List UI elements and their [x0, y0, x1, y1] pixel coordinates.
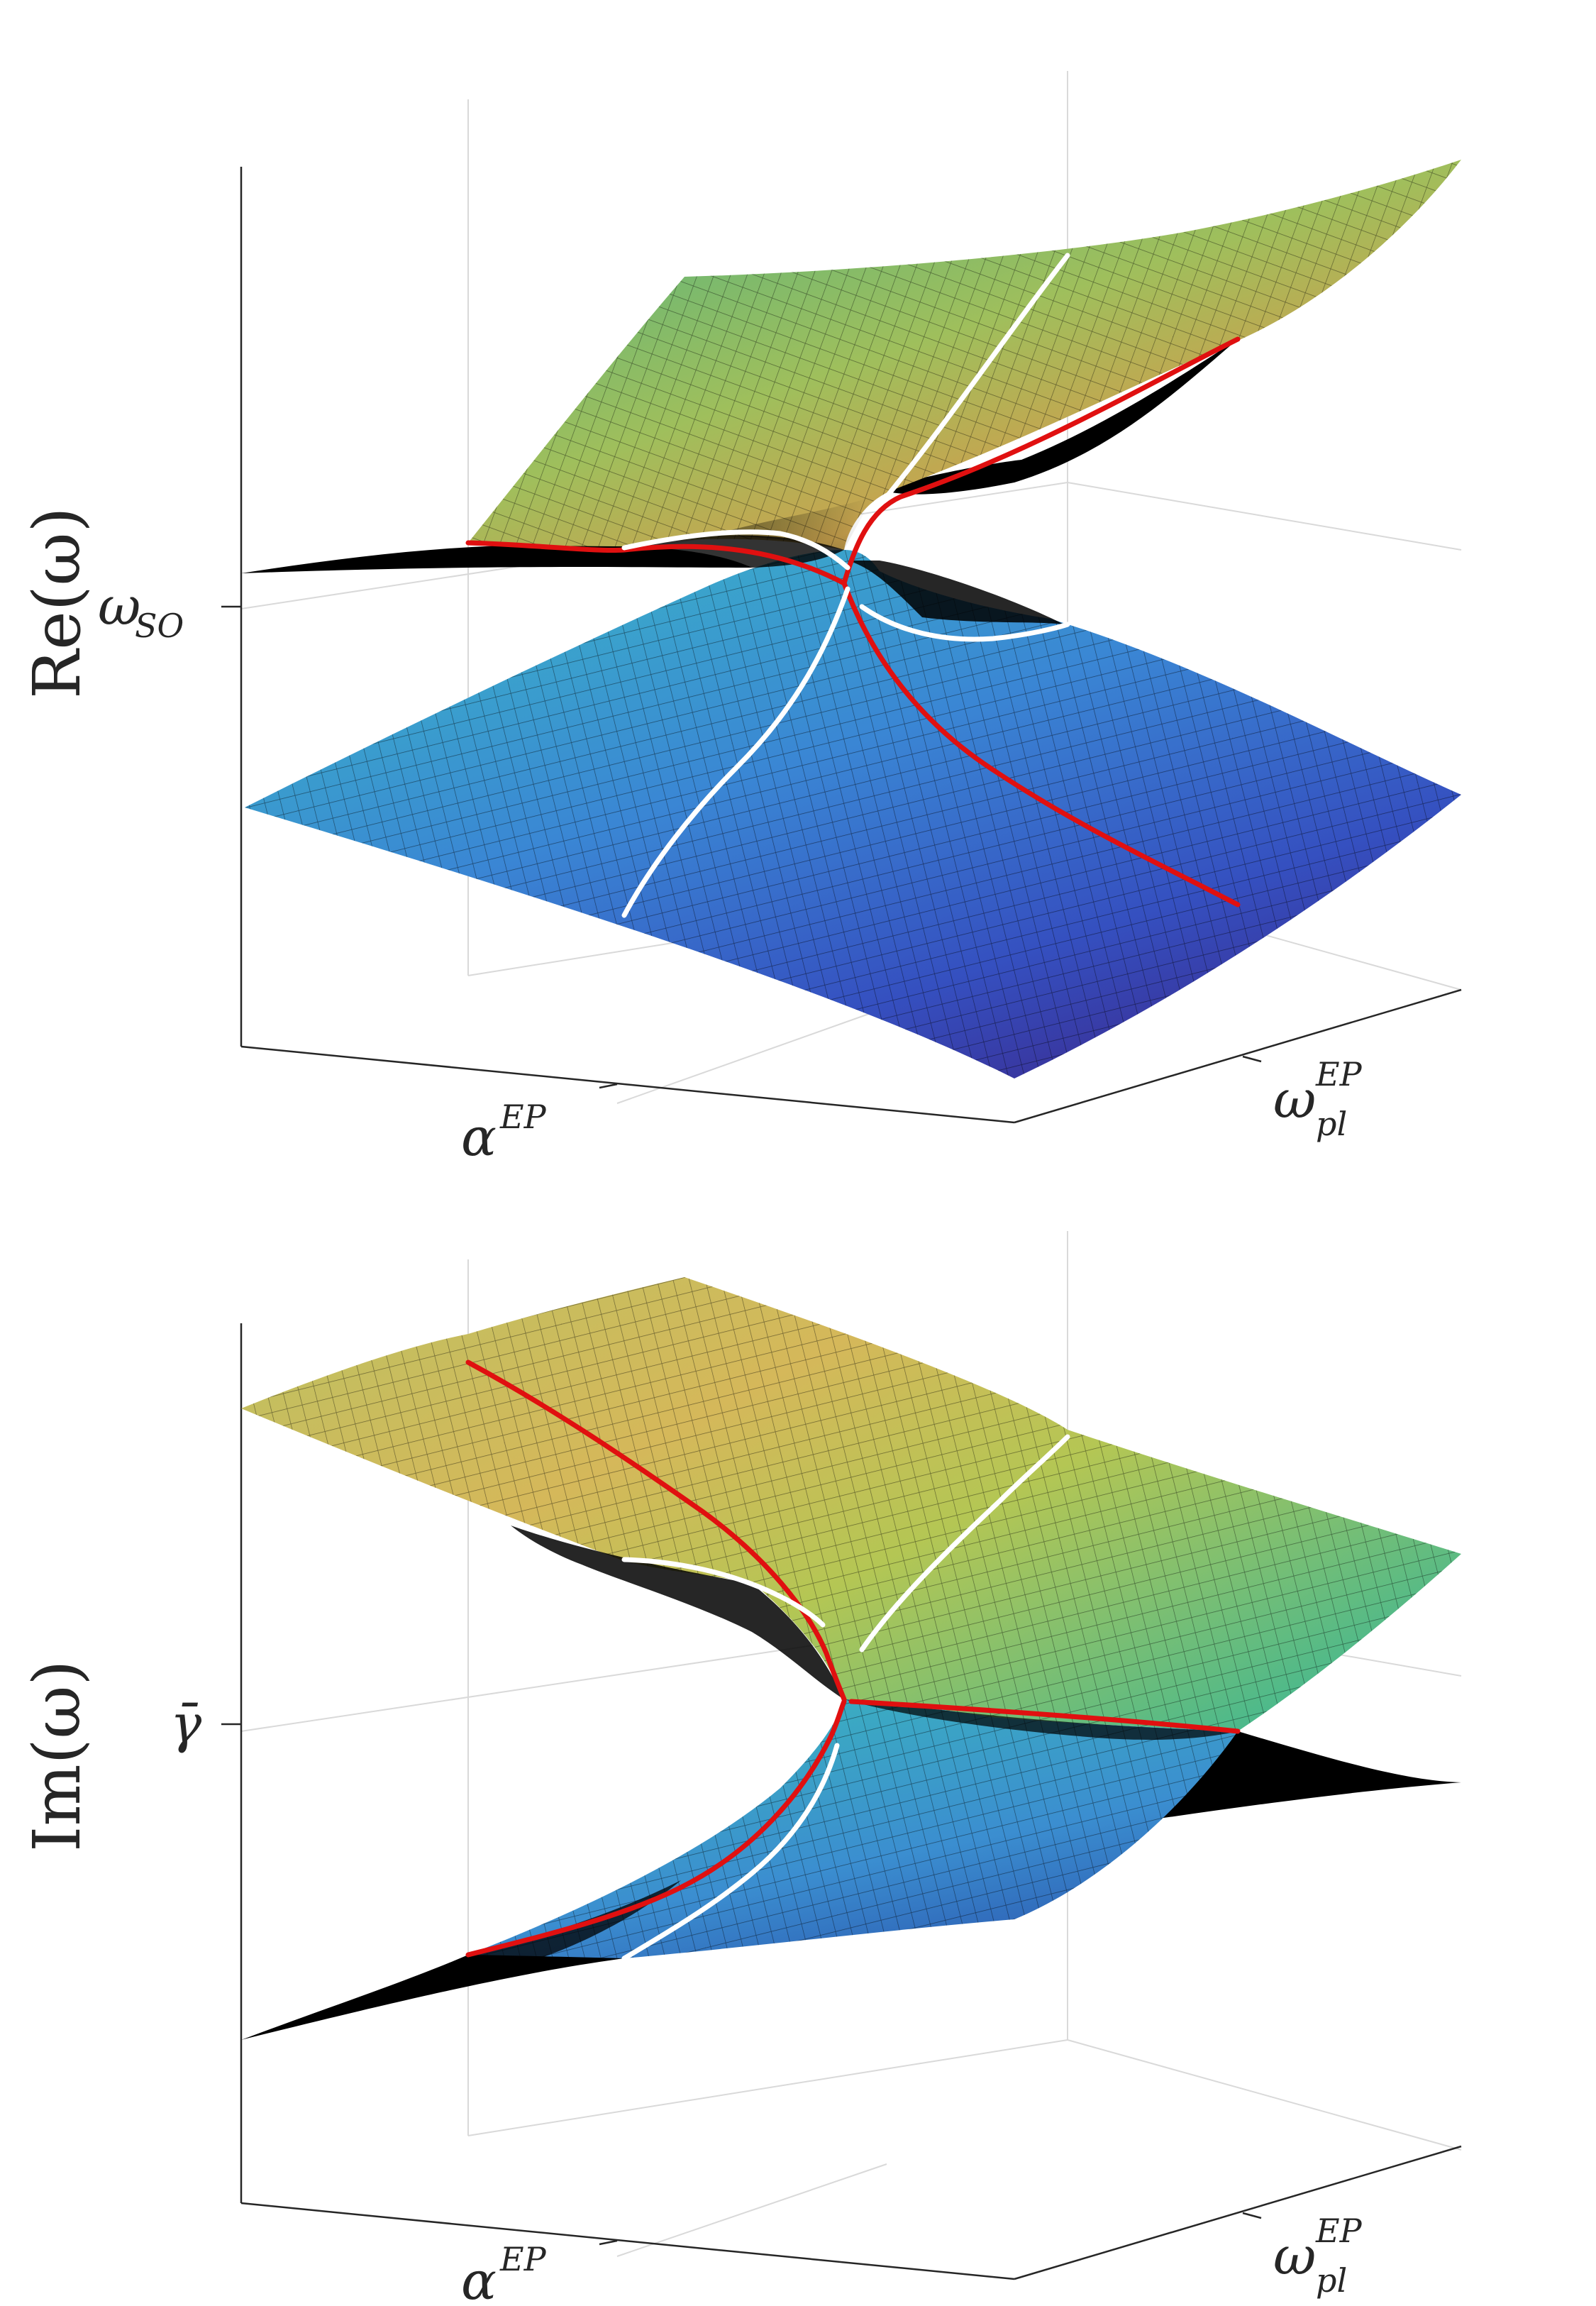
svg-text:α: α: [461, 2251, 497, 2306]
svg-text:SO: SO: [135, 607, 184, 645]
x-tick-1: [599, 1083, 618, 1089]
x-tick-2: [599, 2239, 618, 2246]
panel-real-part: Re(ω) ω SO α EP ω pl EP: [19, 71, 1462, 1168]
ep-curve-2: [465, 1359, 1241, 1958]
ep-curve-1: [465, 336, 1241, 907]
svg-text:EP: EP: [499, 1098, 547, 1136]
dp-curve-2: [621, 1434, 1070, 1961]
svg-text:pl: pl: [1316, 2261, 1347, 2300]
svg-text:ω: ω: [1273, 1069, 1316, 1130]
black-wedge-2: [241, 1946, 624, 2040]
z-tick-label-1: ω SO: [98, 576, 184, 645]
svg-text:EP: EP: [1315, 2212, 1363, 2250]
y-axis-label-1: Re(ω): [19, 507, 95, 699]
y-tick-2: [1242, 2212, 1262, 2219]
panel-imaginary-part: Im(ω) γ̄ α EP ω pl EP: [19, 1231, 1462, 2306]
y-tick-label-1: ω pl EP: [1273, 1055, 1363, 1143]
x-tick-label-1: α EP: [461, 1098, 547, 1168]
svg-text:ω: ω: [98, 576, 140, 637]
svg-text:γ̄: γ̄: [170, 1694, 202, 1755]
svg-text:EP: EP: [1315, 1055, 1363, 1093]
y-axis-label-2: Im(ω): [19, 1660, 95, 1852]
y-tick-label-2: ω pl EP: [1273, 2212, 1363, 2300]
dp-curve-1: [621, 253, 1070, 918]
axes-2: [221, 1323, 1462, 2280]
y-tick-1: [1242, 1055, 1262, 1063]
axes-1: [221, 167, 1462, 1124]
x-tick-label-2: α EP: [461, 2240, 547, 2306]
z-tick-label-2: γ̄: [170, 1694, 202, 1755]
svg-text:ω: ω: [1273, 2226, 1316, 2287]
svg-text:pl: pl: [1316, 1105, 1347, 1143]
svg-text:EP: EP: [499, 2240, 547, 2278]
svg-text:α: α: [461, 1107, 497, 1168]
